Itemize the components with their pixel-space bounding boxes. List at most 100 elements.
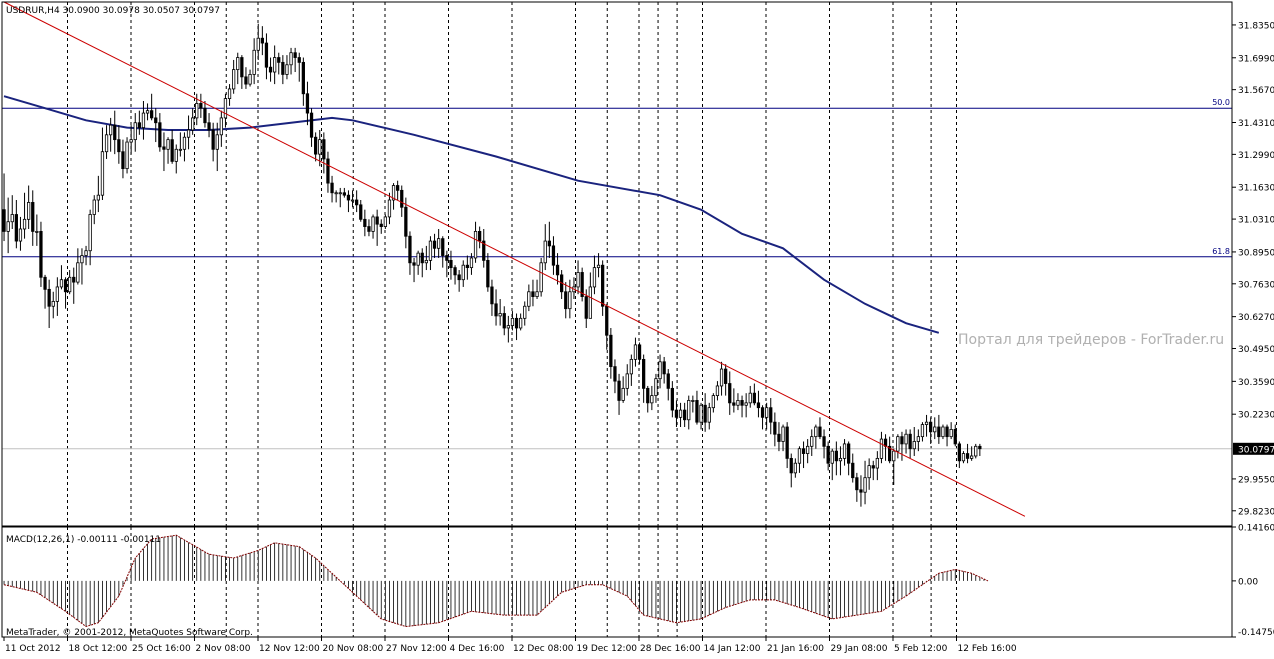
candle-body [863, 477, 867, 493]
time-tick-label: 12 Dec 08:00 [513, 644, 574, 654]
candle-body [227, 88, 232, 99]
candle-body [625, 373, 629, 389]
chart-frames [1, 1, 1233, 638]
candle [227, 84, 232, 106]
candle [63, 277, 68, 309]
candle [207, 113, 211, 138]
candle [970, 446, 974, 461]
candle-body [576, 272, 580, 288]
candle-body [141, 112, 146, 128]
candle [301, 57, 305, 106]
candle-body [920, 424, 925, 438]
candle-body [244, 76, 248, 85]
candle-body [601, 264, 605, 307]
candle [461, 260, 465, 287]
candle-body [900, 436, 904, 445]
candle [908, 429, 912, 459]
candle-body [498, 313, 502, 317]
candle [260, 26, 264, 56]
candle-body [719, 368, 724, 387]
candle [88, 209, 92, 266]
candle [576, 260, 580, 295]
candle [182, 132, 187, 162]
candle-body [535, 291, 539, 297]
candle-body [80, 255, 84, 264]
candle [605, 303, 609, 350]
candle-body [420, 252, 424, 264]
candle [277, 52, 281, 75]
candle [18, 216, 23, 251]
candle-body [793, 462, 797, 474]
candle-body [867, 465, 871, 479]
candle [642, 354, 646, 403]
candle-body [568, 291, 572, 310]
candle-body [707, 407, 711, 423]
candle [539, 257, 543, 297]
candle-body [457, 274, 461, 281]
candle [531, 279, 535, 307]
candle [818, 417, 822, 440]
candle-body [412, 262, 416, 266]
candle [84, 245, 88, 266]
candle-body [297, 57, 301, 63]
candle [408, 231, 412, 275]
axes: 11 Oct 2012 18 Oct 12:00 25 Oct 16:00 2 Nov… [3, 21, 1274, 654]
candle-body [35, 231, 39, 233]
candle [974, 443, 978, 459]
trendline[interactable] [3, 1, 1026, 517]
candle-body [170, 139, 174, 162]
candle-body [654, 378, 658, 397]
candle [514, 313, 519, 341]
candle-body [642, 358, 646, 389]
candle [371, 214, 375, 239]
time-tick-label: 12 Nov 12:00 [259, 644, 320, 654]
candle [543, 224, 547, 271]
candle-body [424, 259, 428, 264]
candle [248, 69, 252, 87]
candle [121, 139, 125, 179]
candle-body [396, 185, 400, 191]
candle-body [285, 64, 289, 75]
candle [346, 190, 351, 213]
candle-body [68, 276, 72, 293]
candle-body [588, 286, 592, 319]
candle [924, 414, 929, 437]
candle [654, 373, 658, 403]
candle [334, 190, 338, 203]
candle-body [391, 185, 396, 201]
candle-body [137, 122, 141, 128]
candle [789, 453, 793, 488]
candle-body [309, 112, 314, 138]
candle [555, 253, 560, 285]
candle-body [104, 134, 109, 153]
candle-body [773, 421, 777, 435]
candle-body [27, 202, 31, 220]
candle-body [145, 110, 150, 114]
candle-body [449, 259, 453, 269]
candle [244, 67, 248, 89]
candle-body [937, 426, 941, 438]
candle [39, 221, 43, 287]
price-tick-label: 30.8950 [1238, 248, 1274, 258]
candle [449, 250, 453, 280]
candle [871, 460, 875, 481]
candlesticks [2, 23, 982, 507]
candle-body [355, 199, 359, 206]
candle-body [281, 61, 285, 75]
macd-tick-label: 0.00 [1238, 577, 1258, 587]
candle [580, 267, 584, 302]
candle-body [18, 228, 23, 242]
candle-body [670, 387, 674, 411]
trendline-line [3, 1, 1026, 517]
time-tick-label: 19 Dec 12:00 [577, 644, 638, 654]
candle-body [674, 409, 679, 418]
candle [240, 55, 244, 89]
candle-body [486, 259, 490, 288]
candle [502, 306, 506, 336]
candle-body [154, 117, 158, 124]
candle-body [953, 429, 957, 445]
time-tick-label: 12 Feb 16:00 [958, 644, 1017, 654]
candle-body [96, 194, 100, 201]
candle-body [949, 429, 953, 438]
